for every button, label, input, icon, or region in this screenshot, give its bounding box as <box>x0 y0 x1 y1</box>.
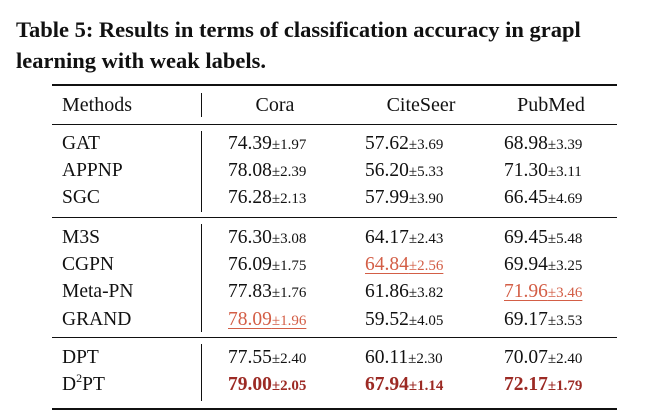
pubmed-cell: 66.45±4.69 <box>504 187 583 208</box>
group-divider-2 <box>52 337 617 338</box>
pubmed-cell: 71.30±3.11 <box>504 160 582 181</box>
citeseer-cell: 57.99±3.90 <box>365 187 444 208</box>
cora-cell: 74.39±1.97 <box>228 133 307 154</box>
results-table: Methods Cora CiteSeer PubMed GAT 74.39±1… <box>52 84 617 410</box>
method-name: D2PT <box>62 370 105 396</box>
method-name: CGPN <box>62 254 115 275</box>
citeseer-cell: 60.11±2.30 <box>365 347 443 368</box>
citeseer-cell: 64.17±2.43 <box>365 227 444 248</box>
group3-vertical-divider <box>201 344 202 401</box>
header-citeseer: CiteSeer <box>386 94 456 116</box>
cora-cell: 76.30±3.08 <box>228 227 307 248</box>
table-caption: Table 5: Results in terms of classificat… <box>16 14 645 76</box>
method-name: Meta-PN <box>62 281 134 302</box>
citeseer-cell-best: 67.94±1.14 <box>365 374 444 395</box>
pubmed-cell-second-best: 71.96±3.46 <box>504 281 583 302</box>
cora-cell-best: 79.00±2.05 <box>228 374 307 395</box>
caption-line-1: Table 5: Results in terms of classificat… <box>16 17 581 42</box>
group-divider-1 <box>52 217 617 218</box>
pubmed-cell: 70.07±2.40 <box>504 347 583 368</box>
method-name: GRAND <box>62 309 132 330</box>
cora-cell: 77.55±2.40 <box>228 347 307 368</box>
pubmed-cell: 69.94±3.25 <box>504 254 583 275</box>
citeseer-cell: 57.62±3.69 <box>365 133 444 154</box>
top-rule <box>52 84 617 86</box>
pubmed-cell: 69.17±3.53 <box>504 309 583 330</box>
group2-vertical-divider <box>201 224 202 332</box>
citeseer-cell: 59.52±4.05 <box>365 309 444 330</box>
cora-cell: 78.08±2.39 <box>228 160 307 181</box>
citeseer-cell: 56.20±5.33 <box>365 160 444 181</box>
method-name: M3S <box>62 227 100 248</box>
header-vertical-divider <box>201 93 202 117</box>
cora-cell: 77.83±1.76 <box>228 281 307 302</box>
bottom-rule <box>52 408 617 410</box>
citeseer-cell: 61.86±3.82 <box>365 281 444 302</box>
header-pubmed: PubMed <box>517 94 585 116</box>
caption-line-2: learning with weak labels. <box>16 48 267 73</box>
cora-cell: 76.09±1.75 <box>228 254 307 275</box>
method-name: GAT <box>62 133 100 154</box>
pubmed-cell: 69.45±5.48 <box>504 227 583 248</box>
method-name: DPT <box>62 347 99 368</box>
citeseer-cell-second-best: 64.84±2.56 <box>365 254 444 275</box>
pubmed-cell-best: 72.17±1.79 <box>504 374 583 395</box>
pubmed-cell: 68.98±3.39 <box>504 133 583 154</box>
method-name: APPNP <box>62 160 123 181</box>
cora-cell: 76.28±2.13 <box>228 187 307 208</box>
cora-cell-second-best: 78.09±1.96 <box>228 309 307 330</box>
header-rule <box>52 124 617 125</box>
header-cora: Cora <box>255 94 295 116</box>
header-methods: Methods <box>62 94 132 116</box>
group1-vertical-divider <box>201 131 202 212</box>
method-name: SGC <box>62 187 100 208</box>
